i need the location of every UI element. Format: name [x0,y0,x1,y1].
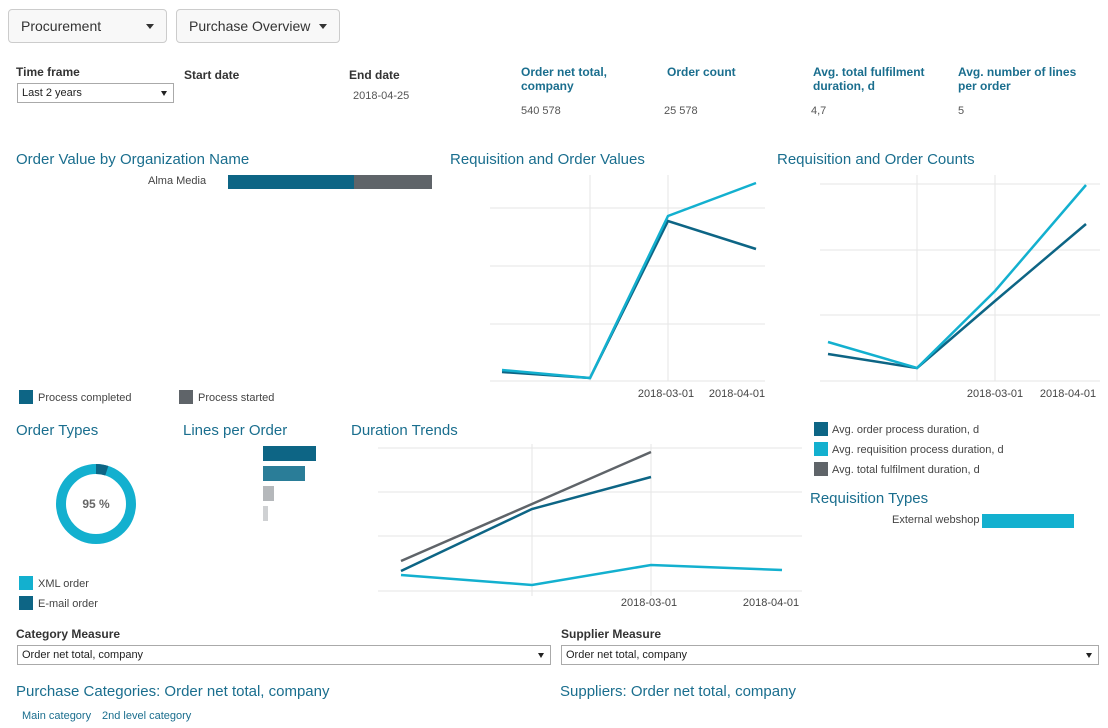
x-tick-label: 2018-03-01 [638,388,694,400]
order-types-title: Order Types [16,422,99,439]
suppliers-title: Suppliers: Order net total, company [560,683,796,700]
req-order-values-chart: 2018-03-01 2018-04-01 [490,175,765,400]
legend-requisition-duration: Avg. requisition process duration, d [832,444,1004,456]
email-order-slice [56,464,136,544]
lines-per-order-chart [263,446,323,526]
order-types-donut[interactable]: 95 % [55,463,137,545]
kpi-order-count-label: Order count [667,65,736,79]
supplier-measure-label: Supplier Measure [561,627,662,641]
supplier-measure-value: Order net total, company [566,649,688,661]
legend-xml-order-swatch [19,576,33,590]
category-measure-label: Category Measure [16,627,121,641]
org-name-label: Alma Media [148,175,207,187]
x-tick-label: 2018-04-01 [1040,388,1096,400]
lines-per-order-title: Lines per Order [183,422,288,439]
requisition-type-label: External webshop [892,514,980,526]
lines-per-order-bar[interactable] [263,506,268,521]
time-frame-select[interactable]: Last 2 years [17,83,174,103]
module-dropdown[interactable]: Procurement [8,9,167,43]
legend-order-duration-swatch [814,422,828,436]
category-measure-value: Order net total, company [22,649,144,661]
purchase-categories-title: Purchase Categories: Order net total, co… [16,683,330,700]
orders-line [827,223,1087,370]
org-bar[interactable] [228,175,432,189]
view-dropdown-label: Purchase Overview [189,18,311,34]
chevron-down-icon [1086,653,1092,658]
main-category-link[interactable]: Main category [22,710,92,722]
chevron-down-icon [319,24,327,29]
kpi-lines-per-order-label: Avg. number of lines per order [958,65,1077,93]
second-level-category-link[interactable]: 2nd level category [102,710,192,722]
requisition-type-bar[interactable] [982,514,1074,528]
legend-fulfilment-duration-swatch [814,462,828,476]
order-duration-line [400,475,652,573]
supplier-measure-select[interactable]: Order net total, company [561,645,1099,665]
kpi-order-net-total-label: Order net total, company [521,65,608,93]
legend-process-completed-swatch [19,390,33,404]
time-frame-label: Time frame [16,65,80,79]
end-date-label: End date [349,68,400,82]
kpi-fulfilment-duration-value: 4,7 [811,105,827,117]
lines-per-order-bar[interactable] [263,466,305,481]
fulfilment-duration-line [400,450,652,563]
legend-email-order-swatch [19,596,33,610]
lines-per-order-bar[interactable] [263,486,274,501]
category-measure-select[interactable]: Order net total, company [17,645,551,665]
kpi-order-net-total-value: 540 578 [521,105,561,117]
legend-process-started: Process started [198,392,275,404]
start-date-label: Start date [184,68,240,82]
time-frame-value: Last 2 years [22,87,82,99]
requisitions-line [827,184,1087,370]
req-order-counts-chart: 2018-03-01 2018-04-01 [820,175,1100,400]
x-tick-label: 2018-03-01 [967,388,1023,400]
gridlines [490,175,765,382]
duration-trends-title: Duration Trends [351,422,458,439]
legend-order-duration: Avg. order process duration, d [832,424,980,436]
chevron-down-icon [538,653,544,658]
end-date-value[interactable]: 2018-04-25 [353,90,410,102]
requisition-types-title: Requisition Types [810,490,929,507]
kpi-fulfilment-duration-label: Avg. total fulfilment duration, d [813,65,925,93]
x-tick-label: 2018-04-01 [743,597,799,609]
duration-trends-chart: 2018-03-01 2018-04-01 [378,444,802,609]
req-order-counts-title: Requisition and Order Counts [777,151,975,168]
lines-per-order-bar[interactable] [263,446,316,461]
legend-email-order: E-mail order [38,598,98,610]
legend-process-completed: Process completed [38,392,132,404]
legend-fulfilment-duration: Avg. total fulfilment duration, d [832,464,980,476]
requisitions-line [501,181,757,380]
legend-requisition-duration-swatch [814,442,828,456]
donut-center-label: 95 % [82,497,110,511]
x-tick-label: 2018-04-01 [709,388,765,400]
kpi-order-count-value: 25 578 [664,105,698,117]
requisition-duration-line [400,563,783,587]
legend-xml-order: XML order [38,578,89,590]
x-tick-label: 2018-03-01 [621,597,677,609]
view-dropdown[interactable]: Purchase Overview [176,9,340,43]
legend-process-started-swatch [179,390,193,404]
chevron-down-icon [146,24,154,29]
kpi-lines-per-order-value: 5 [958,105,965,117]
order-value-by-org-title: Order Value by Organization Name [16,151,250,168]
chevron-down-icon [161,91,167,96]
module-dropdown-label: Procurement [21,18,102,34]
req-order-values-title: Requisition and Order Values [450,151,645,168]
org-bar-completed-segment[interactable] [228,175,354,189]
org-bar-started-segment[interactable] [354,175,432,189]
